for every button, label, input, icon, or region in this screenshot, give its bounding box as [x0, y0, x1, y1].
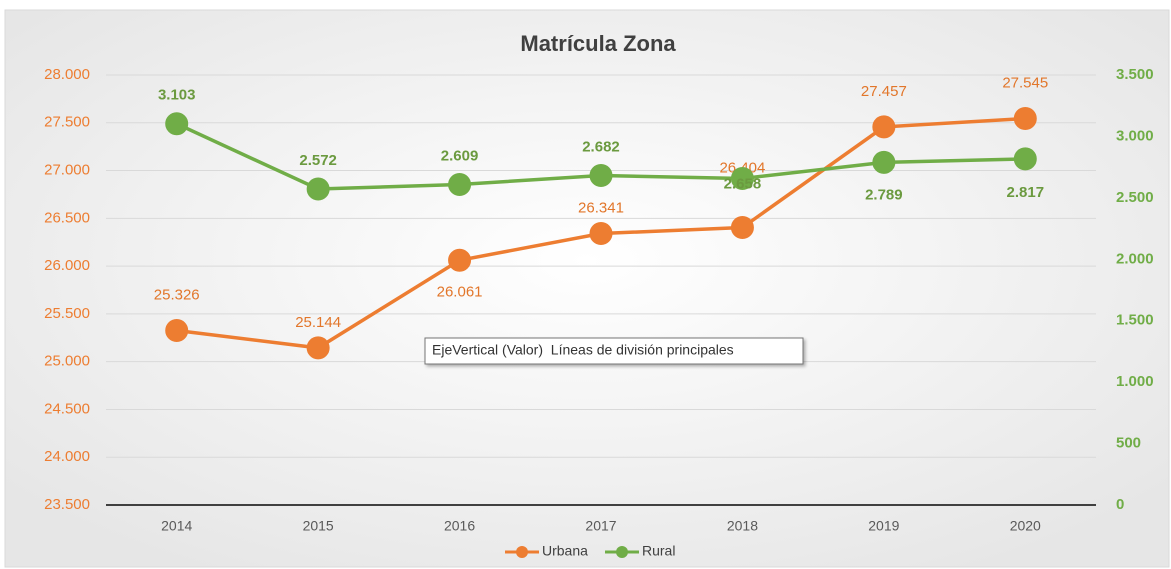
chart-area: [4, 9, 1170, 568]
point-marker: [306, 336, 330, 360]
point-marker: [165, 319, 189, 343]
tooltip: EjeVertical (Valor) Líneas de división p…: [424, 337, 804, 365]
point-marker: [306, 177, 330, 201]
y-tick-label: 26.000: [44, 257, 90, 274]
y2-tick-label: 2.500: [1116, 189, 1154, 206]
point-marker: [589, 163, 613, 187]
y-tick-label: 27.000: [44, 162, 90, 179]
tooltip-box: [424, 337, 804, 365]
data-label: 2.658: [724, 175, 762, 192]
x-tick-label: 2018: [727, 518, 758, 534]
point-marker: [448, 172, 472, 196]
data-label: 27.545: [1002, 74, 1048, 91]
point-marker: [872, 115, 896, 139]
point-marker: [165, 112, 189, 136]
y2-tick-label: 1.500: [1116, 312, 1154, 329]
x-tick-label: 2020: [1010, 518, 1041, 534]
legend-label: Urbana: [542, 543, 588, 559]
x-tick-label: 2017: [585, 518, 616, 534]
y-tick-label: 25.000: [44, 353, 90, 370]
x-tick-label: 2019: [868, 518, 899, 534]
point-marker: [730, 216, 754, 240]
data-label: 2.682: [582, 138, 620, 155]
legend-marker: [616, 546, 628, 558]
data-label: 2.609: [441, 147, 479, 164]
y2-tick-label: 500: [1116, 435, 1141, 452]
x-tick-label: 2016: [444, 518, 475, 534]
legend-marker: [516, 546, 528, 558]
data-label: 25.326: [154, 286, 200, 303]
y-tick-label: 25.500: [44, 305, 90, 322]
chart-title: Matrícula Zona: [520, 31, 676, 56]
point-marker: [872, 150, 896, 174]
point-marker: [589, 222, 613, 246]
point-marker: [1013, 106, 1037, 130]
y2-tick-label: 1.000: [1116, 373, 1154, 390]
tooltip-text: EjeVertical (Valor) Líneas de división p…: [432, 342, 734, 358]
y-tick-label: 23.500: [44, 496, 90, 513]
point-marker: [1013, 147, 1037, 171]
y2-tick-label: 3.000: [1116, 127, 1154, 144]
data-label: 2.789: [865, 186, 903, 203]
y2-tick-label: 0: [1116, 496, 1124, 513]
y-tick-label: 26.500: [44, 209, 90, 226]
point-marker: [448, 248, 472, 272]
data-label: 2.817: [1007, 184, 1045, 201]
data-label: 26.061: [437, 283, 483, 300]
y-tick-label: 24.500: [44, 400, 90, 417]
y-tick-label: 28.000: [44, 66, 90, 83]
data-label: 27.457: [861, 83, 907, 100]
data-label: 2.572: [299, 152, 337, 169]
data-label: 25.144: [295, 314, 341, 331]
legend-label: Rural: [642, 543, 675, 559]
point-marker: [730, 166, 754, 190]
y2-tick-label: 2.000: [1116, 250, 1154, 267]
x-tick-label: 2014: [161, 518, 192, 534]
data-label: 3.103: [158, 87, 196, 104]
x-tick-label: 2015: [303, 518, 334, 534]
y-tick-label: 24.000: [44, 448, 90, 465]
y-tick-label: 27.500: [44, 114, 90, 131]
y2-tick-label: 3.500: [1116, 66, 1154, 83]
data-label: 26.341: [578, 199, 624, 216]
